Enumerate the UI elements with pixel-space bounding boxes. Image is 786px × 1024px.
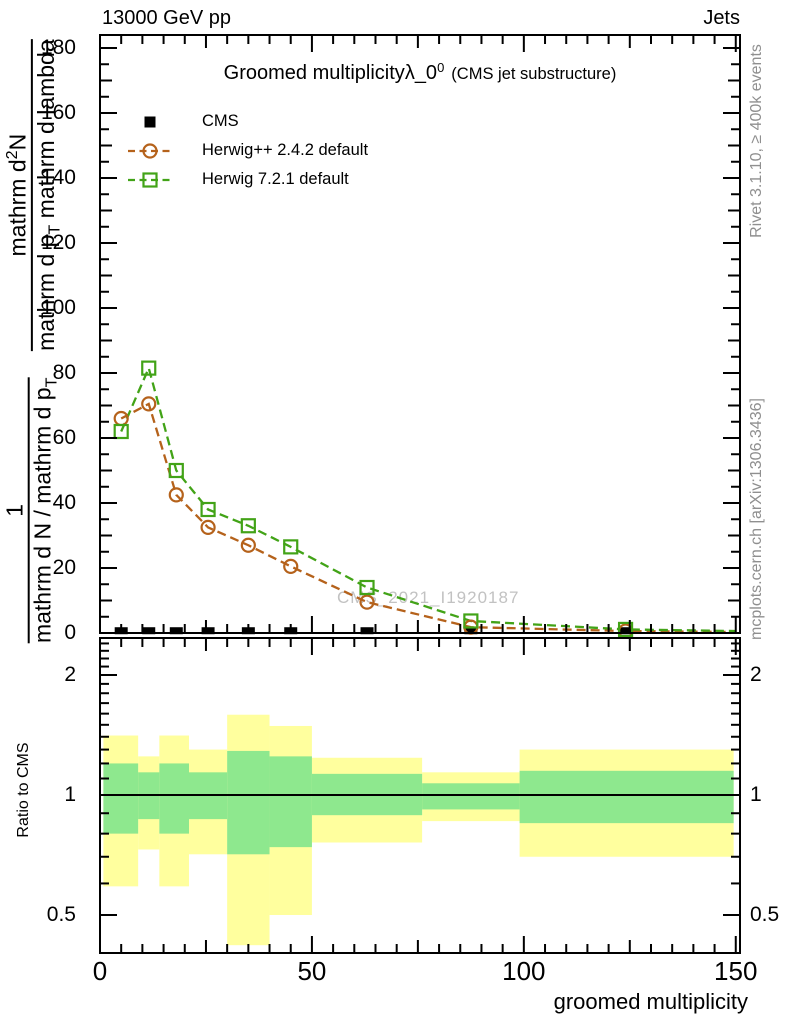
main-y-tick-label: 40 bbox=[52, 491, 76, 514]
legend-item-herwigpp: Herwig++ 2.4.2 default bbox=[126, 136, 368, 165]
herwig7-marker-icon bbox=[128, 171, 172, 188]
ratio-y-tick-labels-right: 0.5 1 2 bbox=[750, 0, 786, 1024]
main-y-tick-label: 120 bbox=[40, 231, 76, 254]
x-axis-label: groomed multiplicity bbox=[553, 989, 748, 1014]
legend-item-label: CMS bbox=[202, 112, 239, 130]
plot-title-lambda: λ_0 bbox=[404, 62, 438, 84]
legend-item-herwig7: Herwig 7.2.1 default bbox=[126, 165, 368, 194]
main-y-tick-label: 100 bbox=[40, 296, 76, 319]
x-tick-label: 50 bbox=[297, 956, 327, 986]
watermark-text: CMS_2021_I1920187 bbox=[337, 588, 520, 607]
plot-title: Groomed multiplicityλ_00 (CMS jet substru… bbox=[100, 60, 740, 85]
x-tick-label: 100 bbox=[502, 956, 546, 986]
main-y-tick-labels: 0 20 40 60 80 100 120 140 160 180 bbox=[0, 0, 88, 643]
ratio-y-tick-label: 1 bbox=[64, 783, 76, 806]
beam-energy-label: 13000 GeV pp bbox=[102, 7, 231, 29]
ratio-y-tick-label: 2 bbox=[750, 663, 762, 686]
ratio-y-tick-label: 0.5 bbox=[750, 903, 780, 926]
plot-title-superscript: 0 bbox=[437, 60, 445, 75]
cms-marker-icon bbox=[144, 116, 156, 127]
main-y-tick-label: 80 bbox=[52, 361, 76, 384]
plot-title-main: Groomed multiplicity bbox=[223, 62, 405, 84]
analysis-group-label: Jets bbox=[703, 7, 740, 29]
herwigpp-marker-icon bbox=[128, 142, 172, 159]
x-tick-label: 150 bbox=[714, 956, 758, 986]
ratio-y-tick-label: 2 bbox=[64, 663, 76, 686]
ratio-y-tick-label: 1 bbox=[750, 783, 762, 806]
main-y-tick-label: 180 bbox=[40, 36, 76, 59]
main-y-tick-label: 140 bbox=[40, 166, 76, 189]
ratio-y-tick-label: 0.5 bbox=[46, 903, 76, 926]
legend-item-cms: CMS bbox=[126, 107, 368, 136]
x-tick-label: 0 bbox=[92, 956, 108, 986]
x-tick-labels: 0 50 100 150 bbox=[0, 958, 786, 992]
plot-title-subtitle: (CMS jet substructure) bbox=[451, 65, 617, 83]
ratio-y-tick-labels-left: 0.5 1 2 bbox=[0, 0, 88, 1024]
main-y-tick-label: 60 bbox=[52, 426, 76, 449]
main-y-tick-label: 0 bbox=[64, 621, 76, 643]
legend-item-label: Herwig++ 2.4.2 default bbox=[202, 141, 369, 159]
legend-item-label: Herwig 7.2.1 default bbox=[202, 170, 349, 188]
main-y-tick-label: 20 bbox=[52, 556, 76, 579]
legend: CMS Herwig++ 2.4.2 default Herwig 7.2.1 … bbox=[126, 107, 368, 194]
main-y-tick-label: 160 bbox=[40, 101, 76, 124]
